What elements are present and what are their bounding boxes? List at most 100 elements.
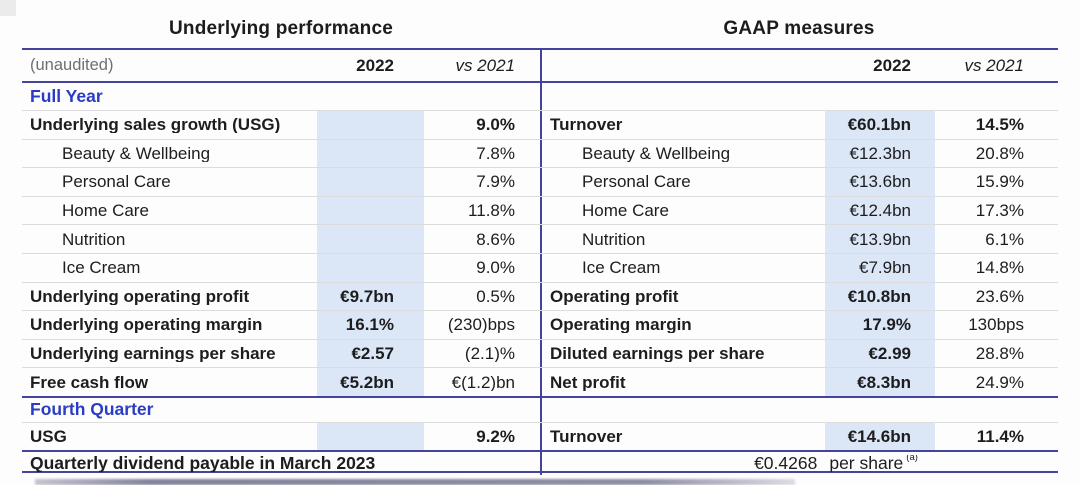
row-label: Personal Care bbox=[62, 173, 171, 191]
value-vs-2021: 28.8% bbox=[975, 345, 1024, 363]
table-row: Free cash flow €5.2bn €(1.2)bn Net profi… bbox=[22, 367, 1058, 396]
value-2022: €12.4bn bbox=[825, 196, 935, 225]
value-vs-2021: 0.5% bbox=[476, 287, 515, 305]
right-panel-title: GAAP measures bbox=[723, 18, 875, 39]
value-2022 bbox=[317, 111, 424, 139]
dividend-unit: per share bbox=[829, 454, 904, 473]
value-vs-2021: 7.8% bbox=[476, 144, 515, 162]
value-vs-2021: 23.6% bbox=[975, 287, 1024, 305]
results-table: (unaudited) 2022 vs 2021 2022 vs 2021 Fu… bbox=[22, 48, 1058, 475]
table-header-row: (unaudited) 2022 vs 2021 2022 vs 2021 bbox=[22, 50, 1058, 83]
right-year-header: 2022 bbox=[873, 57, 911, 74]
value-2022 bbox=[317, 253, 424, 282]
value-vs-2021: 9.0% bbox=[476, 116, 515, 134]
value-vs-2021: 14.8% bbox=[975, 259, 1024, 277]
table-row: Home Care 11.8% Home Care €12.4bn 17.3% bbox=[22, 195, 1058, 225]
value-2022: €13.6bn bbox=[825, 168, 935, 196]
dividend-row: Quarterly dividend payable in March 2023… bbox=[22, 449, 1058, 475]
value-2022: €5.2bn bbox=[317, 368, 424, 396]
dividend-footnote-marker: (a) bbox=[906, 454, 918, 463]
row-label: Diluted earnings per share bbox=[550, 345, 765, 363]
table-row: Underlying earnings per share €2.57 (2.1… bbox=[22, 338, 1058, 368]
value-2022: €2.57 bbox=[317, 339, 424, 368]
value-vs-2021: 14.5% bbox=[975, 116, 1024, 134]
row-label: Underlying sales growth (USG) bbox=[30, 116, 281, 134]
value-2022 bbox=[317, 225, 424, 253]
row-label: Beauty & Wellbeing bbox=[582, 144, 731, 162]
section-heading-full-year: Full Year bbox=[30, 87, 103, 106]
value-2022 bbox=[317, 139, 424, 168]
value-vs-2021: 24.9% bbox=[975, 373, 1024, 391]
dividend-amount: €0.4268 bbox=[754, 454, 818, 473]
dividend-label: Quarterly dividend payable in March 2023 bbox=[30, 454, 376, 473]
row-label: Free cash flow bbox=[30, 373, 149, 391]
section-heading-fourth-quarter: Fourth Quarter bbox=[30, 401, 154, 419]
row-label: Home Care bbox=[62, 202, 149, 220]
value-vs-2021: €(1.2)bn bbox=[451, 373, 515, 391]
row-label: Turnover bbox=[550, 427, 623, 445]
value-vs-2021: 9.2% bbox=[476, 427, 515, 445]
row-label: Underlying earnings per share bbox=[30, 345, 276, 363]
value-2022: €8.3bn bbox=[825, 368, 935, 396]
table-row: Underlying operating margin 16.1% (230)b… bbox=[22, 310, 1058, 339]
value-2022: €13.9bn bbox=[825, 225, 935, 253]
value-2022 bbox=[317, 422, 424, 450]
table-row: Beauty & Wellbeing 7.8% Beauty & Wellbei… bbox=[22, 138, 1058, 168]
row-label: Beauty & Wellbeing bbox=[62, 144, 211, 162]
row-label: Personal Care bbox=[582, 173, 691, 191]
value-vs-2021: 11.8% bbox=[468, 202, 515, 220]
value-vs-2021: (2.1)% bbox=[464, 345, 515, 363]
row-label: Underlying operating margin bbox=[30, 316, 263, 334]
section-row-fourth-quarter: Fourth Quarter bbox=[22, 395, 1058, 422]
value-2022 bbox=[317, 168, 424, 196]
value-2022: 16.1% bbox=[317, 311, 424, 339]
row-label: Nutrition bbox=[582, 230, 646, 248]
table-row: Underlying sales growth (USG) 9.0% Turno… bbox=[22, 110, 1058, 139]
value-vs-2021: 20.8% bbox=[975, 144, 1024, 162]
value-2022: €9.7bn bbox=[317, 282, 424, 311]
value-vs-2021: 17.3% bbox=[975, 202, 1024, 220]
cropped-banner-artifact bbox=[35, 479, 795, 485]
value-2022 bbox=[317, 196, 424, 225]
row-label: Operating margin bbox=[550, 316, 692, 334]
row-label: Ice Cream bbox=[62, 259, 141, 277]
value-2022: 17.9% bbox=[825, 311, 935, 339]
corner-artifact bbox=[0, 0, 16, 16]
value-vs-2021: 7.9% bbox=[476, 173, 515, 191]
left-vs-header: vs 2021 bbox=[455, 57, 515, 74]
row-label: Operating profit bbox=[550, 287, 679, 305]
row-label: Net profit bbox=[550, 373, 626, 391]
value-vs-2021: 11.4% bbox=[976, 427, 1024, 445]
value-vs-2021: 6.1% bbox=[985, 230, 1024, 248]
value-vs-2021: (230)bps bbox=[447, 316, 515, 334]
row-label: Nutrition bbox=[62, 230, 126, 248]
value-vs-2021: 9.0% bbox=[476, 259, 515, 277]
dividend-value: €0.4268 per share (a) bbox=[542, 455, 1058, 473]
row-label: Underlying operating profit bbox=[30, 287, 250, 305]
row-label: USG bbox=[30, 427, 67, 445]
table-row: Underlying operating profit €9.7bn 0.5% … bbox=[22, 281, 1058, 311]
table-row: Personal Care 7.9% Personal Care €13.6bn… bbox=[22, 167, 1058, 196]
table-row-q4: USG 9.2% Turnover €14.6bn 11.4% bbox=[22, 421, 1058, 450]
left-year-header: 2022 bbox=[356, 57, 394, 74]
section-row-full-year: Full Year bbox=[22, 83, 1058, 110]
value-2022: €14.6bn bbox=[825, 422, 935, 450]
value-2022: €60.1bn bbox=[825, 111, 935, 139]
value-vs-2021: 8.6% bbox=[476, 230, 515, 248]
right-vs-header: vs 2021 bbox=[964, 57, 1024, 74]
value-vs-2021: 130bps bbox=[968, 316, 1024, 334]
unaudited-label: (unaudited) bbox=[30, 57, 114, 74]
left-panel-title: Underlying performance bbox=[168, 18, 393, 39]
table-row: Ice Cream 9.0% Ice Cream €7.9bn 14.8% bbox=[22, 252, 1058, 282]
column-group-titles: Underlying performance GAAP measures bbox=[22, 0, 1058, 48]
row-label: Ice Cream bbox=[582, 259, 661, 277]
value-2022: €10.8bn bbox=[825, 282, 935, 311]
value-2022: €7.9bn bbox=[825, 253, 935, 282]
value-vs-2021: 15.9% bbox=[975, 173, 1024, 191]
row-label: Home Care bbox=[582, 202, 669, 220]
value-2022: €12.3bn bbox=[825, 139, 935, 168]
table-row: Nutrition 8.6% Nutrition €13.9bn 6.1% bbox=[22, 224, 1058, 253]
value-2022: €2.99 bbox=[825, 339, 935, 368]
row-label: Turnover bbox=[550, 116, 623, 134]
